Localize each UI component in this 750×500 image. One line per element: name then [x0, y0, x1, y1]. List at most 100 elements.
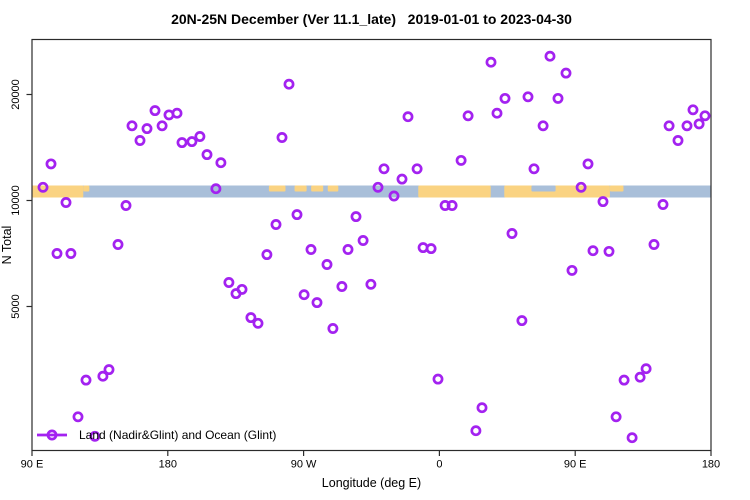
land-patch: [504, 185, 610, 198]
data-point-marker: [65, 248, 77, 259]
data-point-marker: [51, 248, 63, 259]
data-point-marker: [261, 249, 273, 261]
x-tick-label: 180: [159, 459, 177, 471]
land-patch: [418, 185, 491, 198]
data-point-marker: [176, 137, 188, 149]
data-point-marker: [37, 181, 49, 193]
data-point-marker: [693, 118, 705, 130]
data-point-marker: [201, 149, 213, 161]
data-point-marker: [194, 131, 206, 142]
data-point-marker: [491, 107, 503, 119]
legend: Land (Nadir&Glint) and Ocean (Glint): [36, 428, 276, 442]
data-point-marker: [582, 158, 594, 170]
data-point-marker: [516, 315, 528, 327]
data-point-marker: [657, 199, 669, 210]
data-point-marker: [342, 244, 354, 255]
data-point-marker: [365, 278, 377, 290]
data-point-marker: [648, 239, 660, 250]
data-point-marker: [210, 183, 222, 195]
data-point-marker: [321, 259, 333, 270]
data-point-marker: [97, 370, 109, 382]
data-point-marker: [476, 402, 488, 414]
data-point-marker: [470, 425, 482, 437]
y-tick-label: 20000: [10, 79, 22, 110]
data-point-marker: [640, 363, 652, 375]
land-patch: [268, 185, 286, 192]
data-point-marker: [396, 173, 408, 185]
data-point-marker: [112, 239, 124, 250]
data-point-marker: [411, 163, 423, 175]
data-point-marker: [372, 181, 384, 193]
land-patch: [609, 185, 624, 192]
land-patch: [327, 185, 339, 192]
data-point-marker: [156, 120, 168, 132]
data-point-marker: [506, 228, 518, 239]
data-point-marker: [270, 219, 282, 230]
data-point-marker: [446, 200, 458, 211]
data-point-marker: [141, 123, 153, 135]
data-point-marker: [276, 132, 288, 143]
data-point-marker: [103, 364, 115, 376]
data-point-marker: [60, 197, 72, 208]
data-point-marker: [462, 110, 474, 122]
data-point-marker: [610, 411, 622, 423]
data-point-marker: [378, 163, 390, 175]
data-point-marker: [283, 78, 295, 90]
data-point-marker: [687, 104, 699, 116]
data-point-marker: [305, 244, 317, 255]
data-point-marker: [126, 120, 138, 132]
data-point-marker: [618, 374, 630, 386]
data-point-marker: [672, 135, 684, 146]
data-point-marker: [425, 243, 437, 255]
x-tick-label: 90 W: [291, 459, 317, 471]
x-tick-label: 0: [436, 459, 442, 471]
data-point-marker: [311, 297, 323, 309]
data-point-marker: [149, 105, 161, 117]
data-point-marker: [587, 245, 599, 257]
data-point-marker: [336, 281, 348, 292]
chart-title: 20N-25N December (Ver 11.1_late) 2019-01…: [171, 11, 572, 27]
plot-border: [31, 38, 712, 452]
data-point-marker: [72, 411, 84, 423]
data-point-marker: [603, 245, 615, 257]
data-point-marker: [236, 283, 248, 295]
land-patch: [83, 185, 90, 192]
land-patch: [311, 185, 324, 192]
land-patch: [294, 185, 307, 192]
x-tick-label: 90 E: [21, 459, 44, 471]
data-point-marker: [575, 181, 587, 193]
data-point-marker: [663, 120, 675, 132]
sea-notch: [531, 185, 556, 192]
data-point-marker: [186, 136, 198, 148]
data-point-marker: [634, 371, 646, 383]
data-point-marker: [681, 120, 693, 132]
y-tick-label: 5000: [10, 294, 22, 318]
data-point-marker: [560, 67, 572, 79]
data-point-marker: [291, 209, 303, 221]
data-point-marker: [597, 196, 609, 208]
y-tick-label: 10000: [10, 185, 22, 216]
data-point-marker: [455, 154, 467, 166]
data-point-marker: [626, 432, 638, 444]
data-point-marker: [327, 323, 339, 334]
data-point-marker: [528, 163, 540, 175]
data-point-marker: [388, 190, 400, 202]
data-point-marker: [252, 317, 264, 329]
data-point-marker: [89, 430, 101, 442]
data-point-marker: [357, 235, 369, 246]
data-point-marker: [298, 289, 310, 301]
data-point-marker: [499, 92, 511, 104]
x-axis-label: Longitude (deg E): [321, 476, 422, 490]
data-point-marker: [45, 158, 57, 170]
data-point-marker: [80, 374, 92, 386]
data-point-marker: [544, 50, 556, 62]
data-point-marker: [215, 157, 227, 169]
data-point-marker: [552, 92, 564, 104]
legend-label: Land (Nadir&Glint) and Ocean (Glint): [79, 428, 277, 442]
data-point-marker: [245, 312, 257, 324]
x-tick-label: 90 E: [564, 459, 587, 471]
data-point-marker: [522, 91, 534, 103]
data-point-marker: [537, 120, 549, 132]
